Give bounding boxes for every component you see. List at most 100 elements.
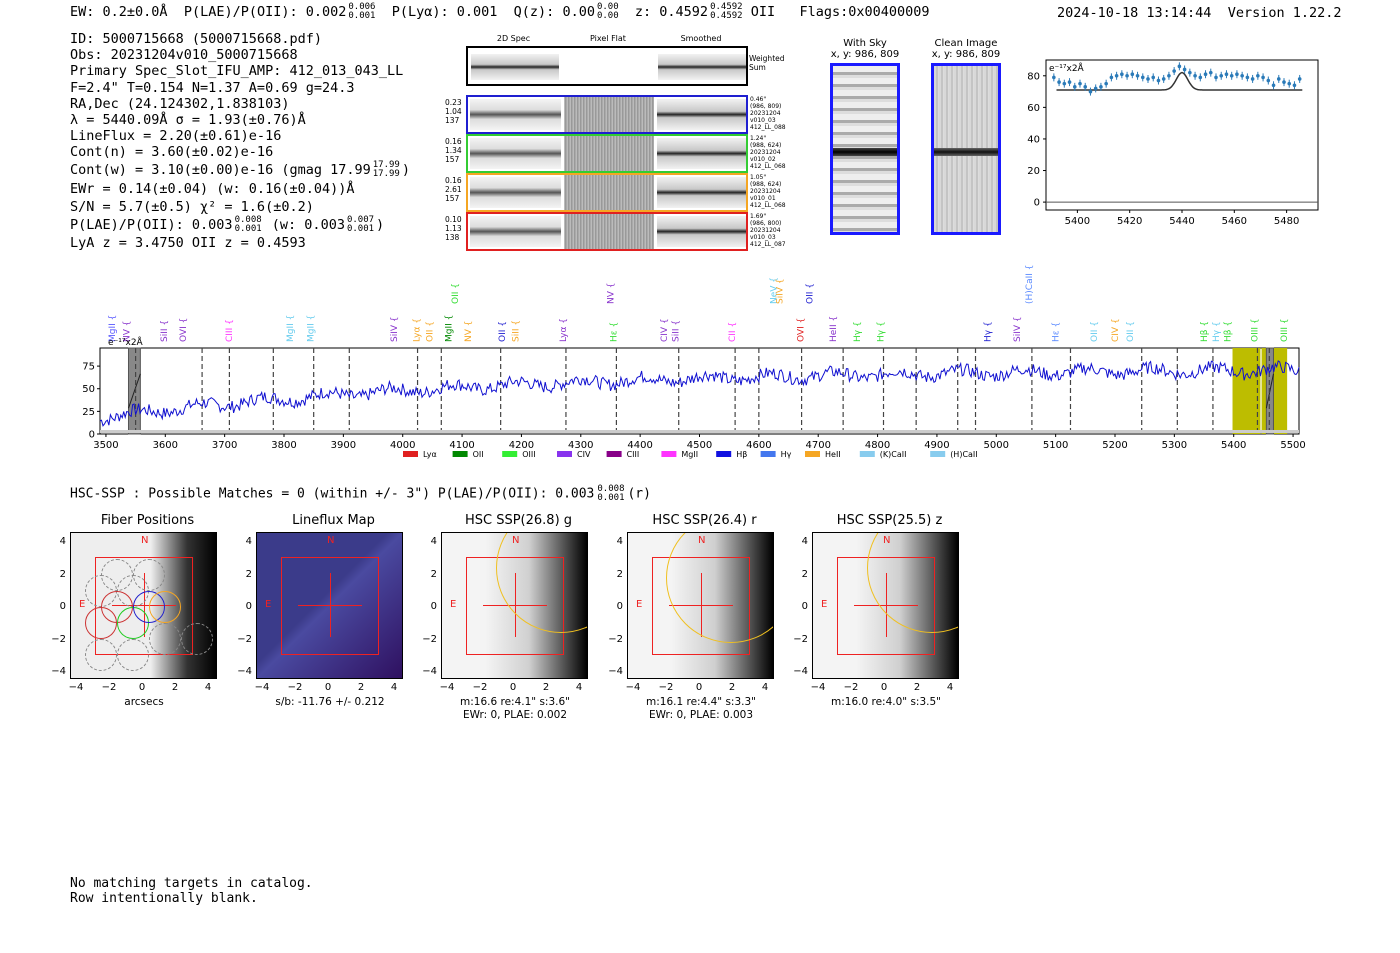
legend-label: OII <box>473 450 484 459</box>
emission-line-label: SiIV { <box>1013 316 1023 342</box>
hsc-panel-caption: m:16.0 re:4.0" s:3.5" <box>831 696 941 708</box>
spectrum-x-tick-label: 4500 <box>687 440 712 451</box>
spec2d-stat: 0.16 <box>445 137 462 146</box>
spec2d-stat: 157 <box>445 155 460 164</box>
zoom-data-point <box>1266 78 1271 83</box>
emission-line-label: NV { <box>464 321 474 342</box>
spectrum-x-tick-label: 3900 <box>331 440 356 451</box>
hsc-panel-caption: s/b: -11.76 +/- 0.212 <box>275 696 385 708</box>
hsc-x-tick-label: 0 <box>138 682 146 693</box>
hsc-x-tick-label: 4 <box>946 682 954 693</box>
z-line-name: OII <box>750 4 776 20</box>
legend-swatch <box>805 451 820 457</box>
hsc-panel-caption: arcsecs <box>124 696 164 708</box>
info-radec: RA,Dec (24.124302,1.838103) <box>70 95 290 112</box>
hsc-y-tick-label: −4 <box>51 666 66 677</box>
with-sky-coord: x, y: 986, 809 <box>830 49 900 60</box>
emission-line-label: Hγ { <box>877 321 887 342</box>
spectrum-x-tick-label: 4600 <box>746 440 771 451</box>
spectrum-x-tick-label: 4800 <box>865 440 890 451</box>
spec2d-row-right-info: 1.69" (986, 800) 20231204 v010_03 412_LL_087 <box>750 213 786 248</box>
info-fit-params: F=2.4" T=0.154 N=1.37 A=0.69 g=24.3 <box>70 79 355 96</box>
zoom-data-point <box>1224 72 1229 77</box>
zoom-data-point <box>1099 85 1103 89</box>
clean-image <box>931 63 1001 235</box>
spec2d-row-left-stats: 0.16 2.61 157 <box>445 176 462 203</box>
emission-line-label: NV { <box>123 321 133 342</box>
hsc-x-tick-label: 0 <box>880 682 888 693</box>
zoom-y-tick-label: 20 <box>1027 166 1040 177</box>
z-upper: 0.4592 <box>710 2 743 12</box>
hsc-y-tick-label: −2 <box>422 633 437 645</box>
emission-line-label: Hε { <box>1052 322 1062 342</box>
hsc-y-tick-label: 4 <box>430 536 437 547</box>
upper-emission-label: OII { <box>805 283 815 304</box>
hsc-x-tick-label: 2 <box>542 682 550 693</box>
legend-swatch <box>716 451 732 457</box>
info-plae: P(LAE)/P(OII): 0.003 0.008 0.001 (w: 0.003… <box>70 214 385 234</box>
zoom-data-point <box>1245 75 1250 80</box>
spec2d-flat-image <box>564 136 654 171</box>
hsc-summary-upper: 0.008 <box>597 484 625 494</box>
info-plae-text: P(LAE)/P(OII): 0.003 <box>70 216 233 233</box>
fiber-circle <box>133 559 165 591</box>
spec2d-info-line: 1.24" <box>750 135 767 142</box>
zoom-data-point <box>1297 77 1302 81</box>
spec2d-stat: 0.23 <box>445 98 462 107</box>
plae2-upper: 0.008 <box>234 214 262 225</box>
aperture-box <box>281 557 379 655</box>
timestamp: 2024-10-18 13:14:44 <box>1057 5 1212 21</box>
spec2d-info-line: (986, 809) <box>750 103 782 110</box>
spec2d-info-line: 0.46" <box>750 96 767 103</box>
hsc-panel-title: HSC SSP(26.4) r <box>652 513 757 528</box>
hsc-x-tick-label: 2 <box>357 682 365 693</box>
zoom-data-point <box>1156 78 1161 83</box>
zoom-x-tick-label: 5420 <box>1117 216 1142 227</box>
zoom-data-point <box>1282 80 1286 84</box>
spectrum-x-tick-label: 3800 <box>271 440 296 451</box>
zoom-y-tick-label: 0 <box>1034 198 1040 209</box>
spec2d-info-line: (986, 800) <box>750 220 782 227</box>
zoom-data-point <box>1240 73 1244 78</box>
spec2d-info-line: 412_LL_068 <box>750 163 786 170</box>
hsc-x-tick-label: −4 <box>810 682 826 693</box>
legend-swatch <box>661 451 677 457</box>
hsc-panel-title: Fiber Positions <box>100 513 195 528</box>
hsc-y-tick-label: 4 <box>245 536 252 547</box>
legend-label: MgII <box>681 450 698 459</box>
emission-line-labels: MgII {NV {SiII {OVI {CIII {MgII {MgII {S… <box>108 315 1290 342</box>
zoom-data-point <box>1292 83 1297 88</box>
with-sky-trace <box>833 148 897 156</box>
east-marker: E <box>450 599 457 610</box>
spectrum-x-tick-label: 4300 <box>568 440 593 451</box>
east-marker: E <box>265 599 272 610</box>
hsc-y-tick-label: 0 <box>801 601 808 612</box>
hsc-y-tick-label: −4 <box>422 666 437 677</box>
emission-line-label: MgII { <box>307 315 317 342</box>
info-block: ID: 5000715668 (5000715668.pdf) Obs: 202… <box>70 31 410 252</box>
gmag-lower: 17.99 <box>372 168 400 179</box>
spec2d-stat: 137 <box>445 116 460 125</box>
north-marker: N <box>141 535 149 546</box>
legend-swatch <box>859 451 875 457</box>
info-ewr: EWr = 0.14(±0.04) (w: 0.16(±0.04))Å <box>70 180 355 197</box>
hsc-x-tick-label: −4 <box>439 682 455 693</box>
spectrum-yellow-band <box>1261 348 1288 434</box>
hsc-panel-title: HSC SSP(25.5) z <box>836 513 943 528</box>
plae2-w-upper: 0.007 <box>346 214 375 225</box>
spec2d-row-right-info: 1.24" (988, 624) 20231204 v010_02 412_LL_068 <box>750 135 786 170</box>
zoom-data-points <box>1052 62 1302 96</box>
spectrum-x-tick-label: 5300 <box>1162 440 1187 451</box>
hsc-panel-caption: EWr: 0, PLAE: 0.003 <box>648 709 754 721</box>
header-timestamp: 2024-10-18 13:14:44 Version 1.22.2 <box>1057 5 1342 21</box>
hsc-x-tick-label: 0 <box>324 682 332 693</box>
zoom-data-point <box>1203 72 1208 77</box>
clean-image-coord: x, y: 986, 809 <box>931 49 1001 60</box>
hsc-x-tick-label: 2 <box>913 682 921 693</box>
info-redshifts: LyA z = 3.4750 OII z = 0.4593 <box>70 234 306 251</box>
spec2d-row-cutout <box>466 212 748 251</box>
footer-line-2: Row intentionally blank. <box>70 891 258 906</box>
zoom-data-point <box>1062 81 1067 86</box>
zoom-data-point <box>1177 64 1182 69</box>
col-2d-spec: 2D Spec <box>496 34 531 43</box>
